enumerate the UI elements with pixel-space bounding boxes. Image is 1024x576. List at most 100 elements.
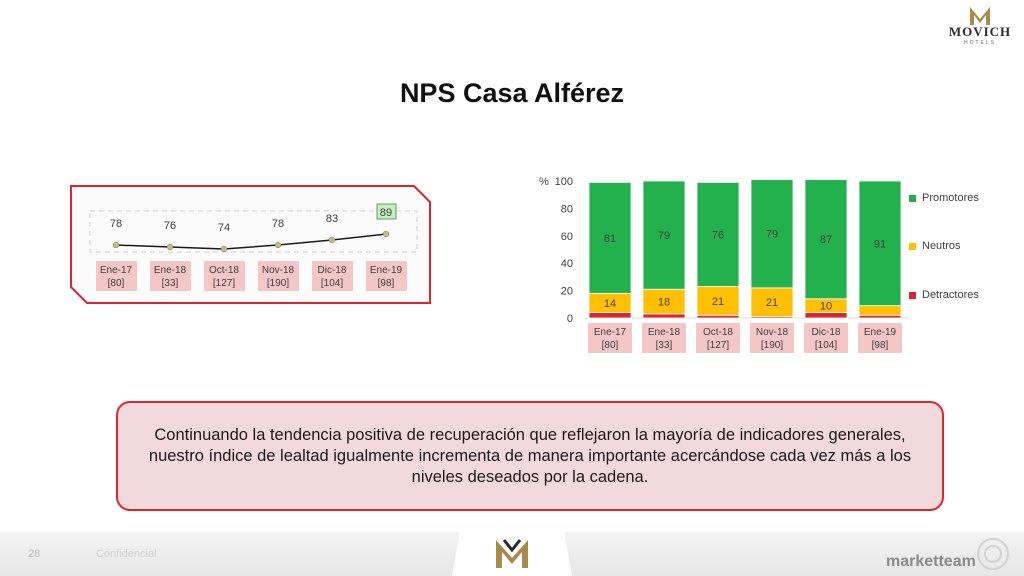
trend-value-label: 74 — [218, 222, 230, 234]
x-sample-label: [33] — [656, 340, 673, 351]
bar-value-label: 21 — [712, 296, 724, 308]
y-tick-label: 100 — [555, 176, 573, 188]
trend-highlight-box — [376, 203, 397, 220]
trend-sample-label: [80] — [108, 278, 125, 289]
trend-sample-label: [127] — [213, 278, 235, 289]
y-tick-label: 60 — [561, 231, 573, 243]
legend-item-detractores: Detractores — [909, 289, 979, 301]
trend-line — [115, 233, 387, 250]
trend-point — [328, 236, 336, 244]
trend-category-label: Ene-19 — [370, 265, 403, 276]
trend-category-label: Oct-18 — [209, 265, 239, 276]
trend-sample-label: [33] — [162, 278, 179, 289]
page-number: 28 — [28, 548, 41, 560]
trend-value-label: 78 — [110, 218, 122, 230]
x-tick-label: Oct-18 — [703, 327, 733, 338]
brand-sub: HOTELS — [963, 40, 996, 46]
x-sample-label: [104] — [815, 340, 837, 351]
bar-category-box — [858, 323, 902, 353]
bar-category-box — [588, 323, 632, 353]
y-tick-label: 80 — [561, 203, 573, 215]
x-sample-label: [190] — [761, 340, 783, 351]
bar-segment-promotores — [858, 180, 902, 307]
y-axis-label: % — [539, 176, 549, 188]
trend-category-label: Ene-17 — [100, 265, 133, 276]
movich-mark-icon — [496, 539, 528, 568]
x-tick-label: Ene-18 — [648, 327, 681, 338]
bar-value-label: 18 — [658, 297, 670, 309]
bar-value-label: 10 — [820, 301, 832, 313]
bar-segment-neutros — [642, 288, 686, 315]
trend-category-box — [96, 261, 137, 291]
trend-category-box — [204, 261, 245, 291]
legend-item-neutros: Neutros — [909, 240, 961, 252]
bar-value-label: 91 — [874, 238, 886, 250]
summary-box: Continuando la tendencia positiva de rec… — [116, 401, 944, 511]
bar-segment-neutros — [750, 287, 794, 318]
x-sample-label: [127] — [707, 340, 729, 351]
page-title: NPS Casa Alférez — [399, 78, 625, 108]
trend-point — [166, 243, 174, 251]
ornament-icon — [977, 538, 1009, 570]
trend-value-label: 89 — [380, 207, 392, 219]
trend-point — [274, 241, 282, 249]
bar-segment-promotores — [696, 181, 740, 287]
bar-category-box — [696, 323, 740, 353]
x-tick-label: Ene-19 — [864, 327, 897, 338]
bar-value-label: 79 — [658, 230, 670, 242]
trend-point — [382, 230, 390, 238]
bar-value-label: 87 — [820, 234, 832, 246]
y-tick-label: 20 — [561, 286, 573, 298]
x-tick-label: Ene-17 — [594, 327, 627, 338]
bar-category-box — [642, 323, 686, 353]
summary-text: Continuando la tendencia positiva de rec… — [148, 425, 912, 486]
bar-segment-promotores — [588, 181, 632, 294]
legend-label-neutros: Neutros — [922, 240, 961, 252]
trend-value-label: 76 — [164, 220, 176, 232]
x-tick-label: Nov-18 — [756, 327, 789, 338]
bar-value-label: 76 — [712, 229, 724, 241]
trend-value-label: 83 — [326, 213, 338, 225]
y-tick-label: 40 — [561, 258, 573, 270]
trend-category-label: Dic-18 — [318, 265, 347, 276]
trend-sample-label: [98] — [378, 278, 395, 289]
trend-category-box — [312, 261, 353, 291]
trend-category-box — [150, 261, 191, 291]
nps-trend-chart: 78 Ene-17 [80] 76 Ene-18 [33] 74 Oct-18 [127] 78 N… — [70, 185, 431, 304]
marketteam-logo-text: marketteam — [886, 553, 976, 570]
bar-segment-promotores — [750, 179, 794, 289]
bar-value-label: 21 — [766, 297, 778, 309]
bar-value-label: 14 — [604, 298, 616, 310]
footer-note: Confidencial — [96, 548, 157, 560]
trend-sample-label: [190] — [267, 278, 289, 289]
bar-category-box — [804, 323, 848, 353]
legend-item-promotores: Promotores — [909, 192, 979, 204]
brand-name: MOVICH — [948, 24, 1012, 39]
trend-value-label: 78 — [272, 218, 284, 230]
bar-category-box — [750, 323, 794, 353]
legend-label-promotores: Promotores — [922, 192, 979, 204]
legend-swatch-neutros — [909, 242, 916, 250]
trend-point — [220, 245, 228, 253]
trend-point — [112, 241, 120, 249]
trend-category-box — [258, 261, 299, 291]
x-tick-label: Dic-18 — [812, 327, 841, 338]
movich-logo — [970, 7, 990, 25]
nps-composition-chart: 020406080100%41481Ene-17[80]31879Ene-18[… — [539, 176, 908, 353]
bar-value-label: 79 — [766, 229, 778, 241]
legend-swatch-promotores — [909, 194, 916, 202]
y-tick-label: 0 — [567, 313, 573, 325]
bar-value-label: 81 — [604, 233, 616, 245]
x-sample-label: [80] — [602, 340, 619, 351]
trend-dashed-frame — [89, 210, 418, 253]
nps-trend-card: 78 Ene-17 [80] 76 Ene-18 [33] 74 Oct-18 [127] 78 N… — [70, 185, 431, 304]
trend-sample-label: [104] — [321, 278, 343, 289]
x-sample-label: [98] — [872, 340, 889, 351]
legend-swatch-detractores — [909, 291, 916, 299]
legend-label-detractores: Detractores — [922, 289, 979, 301]
bar-segment-promotores — [642, 180, 686, 290]
trend-category-label: Nov-18 — [262, 265, 295, 276]
trend-category-label: Ene-18 — [154, 265, 187, 276]
trend-category-box — [366, 261, 407, 291]
bar-segment-promotores — [804, 179, 848, 300]
